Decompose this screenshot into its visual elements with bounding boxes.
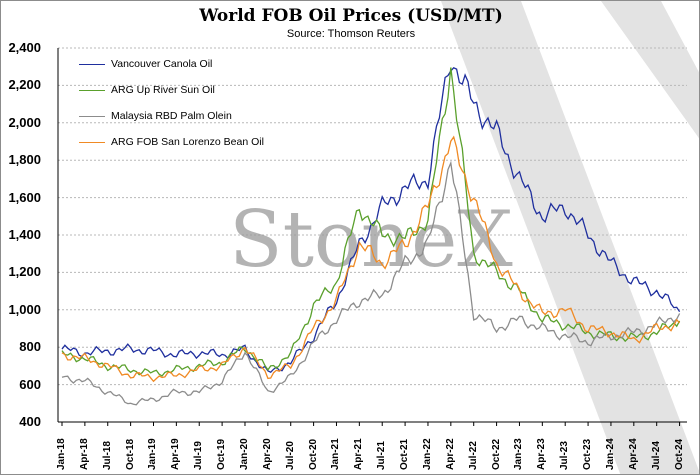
x-tick-label: Jan-22 xyxy=(421,438,433,470)
series-lines xyxy=(61,67,681,406)
series-line-arg-up-river-sun-oil xyxy=(61,67,681,377)
legend-swatch xyxy=(79,115,105,117)
x-tick-label: Oct-21 xyxy=(399,438,411,470)
legend: Vancouver Canola Oil ARG Up River Sun Oil… xyxy=(79,51,309,155)
y-tick-label: 2,400 xyxy=(8,40,41,55)
y-tick-label: 400 xyxy=(19,414,41,429)
x-tick-label: Jul-23 xyxy=(559,441,571,470)
chart-subtitle: Source: Thomson Reuters xyxy=(286,28,416,40)
axes xyxy=(57,48,687,426)
x-tick-label: Jul-19 xyxy=(193,441,205,470)
legend-item: ARG Up River Sun Oil xyxy=(79,77,309,103)
chart-title: World FOB Oil Prices (USD/MT) xyxy=(199,6,503,26)
x-tick-label: Oct-22 xyxy=(490,438,502,470)
x-tick-label: Apr-24 xyxy=(627,438,639,470)
x-tick-label: Jan-23 xyxy=(513,438,525,470)
x-tick-label: Jan-24 xyxy=(604,438,616,470)
y-tick-label: 2,200 xyxy=(8,77,41,93)
y-tick-label: 1,400 xyxy=(8,227,41,242)
x-tick-label: Jan-18 xyxy=(56,438,67,470)
x-tick-label: Jul-20 xyxy=(284,441,296,470)
x-tick-label: Jul-18 xyxy=(101,441,113,470)
stonex-watermark: StoneX xyxy=(229,195,513,285)
y-tick-label: 1,600 xyxy=(8,189,41,205)
x-tick-label: Oct-20 xyxy=(307,438,319,470)
x-tick-label: Oct-19 xyxy=(216,438,228,470)
legend-label: ARG Up River Sun Oil xyxy=(111,84,215,96)
series-line-arg-fob-san-lorenzo-bean-oil xyxy=(61,135,681,383)
y-tick-label: 800 xyxy=(19,339,41,355)
y-tick-label: 1,000 xyxy=(8,301,41,317)
background-stripe-right xyxy=(601,1,699,139)
x-tick-label: Jan-20 xyxy=(238,438,250,470)
series-line-vancouver-canola-oil xyxy=(61,67,681,373)
x-tick-label: Oct-18 xyxy=(124,438,136,470)
series-line-malaysia-rbd-palm-olein xyxy=(61,160,681,406)
legend-label: Malaysia RBD Palm Olein xyxy=(111,110,232,122)
x-tick-label: Oct-24 xyxy=(673,438,685,470)
background-stripe-left xyxy=(441,1,699,474)
y-tick-label: 1,800 xyxy=(8,152,41,168)
legend-label: ARG FOB San Lorenzo Bean Oil xyxy=(111,136,264,148)
x-tick-label: Apr-18 xyxy=(78,438,90,470)
x-tick-label: Jan-19 xyxy=(147,438,159,470)
x-tick-label: Jul-24 xyxy=(650,441,662,470)
x-tick-label: Apr-23 xyxy=(536,438,548,470)
x-tick-label: Apr-21 xyxy=(353,438,365,470)
x-tick-label: Apr-22 xyxy=(444,438,456,470)
y-tick-label: 1,200 xyxy=(8,264,41,280)
x-tick-label: Oct-23 xyxy=(582,438,594,470)
y-tick-label: 2,000 xyxy=(8,114,41,130)
legend-label: Vancouver Canola Oil xyxy=(111,58,213,70)
y-tick-label: 600 xyxy=(19,376,41,392)
legend-item: Malaysia RBD Palm Olein xyxy=(79,103,309,129)
legend-swatch xyxy=(79,141,105,143)
x-tick-label: Jul-21 xyxy=(376,441,388,470)
legend-swatch xyxy=(79,63,105,65)
x-tick-label: Apr-19 xyxy=(170,438,182,470)
legend-item: Vancouver Canola Oil xyxy=(79,51,309,77)
x-tick-label: Apr-20 xyxy=(261,438,273,470)
x-tick-label: Jul-22 xyxy=(467,441,479,470)
x-tick-label: Jan-21 xyxy=(330,438,342,470)
legend-item: ARG FOB San Lorenzo Bean Oil xyxy=(79,129,309,155)
legend-swatch xyxy=(79,89,105,91)
